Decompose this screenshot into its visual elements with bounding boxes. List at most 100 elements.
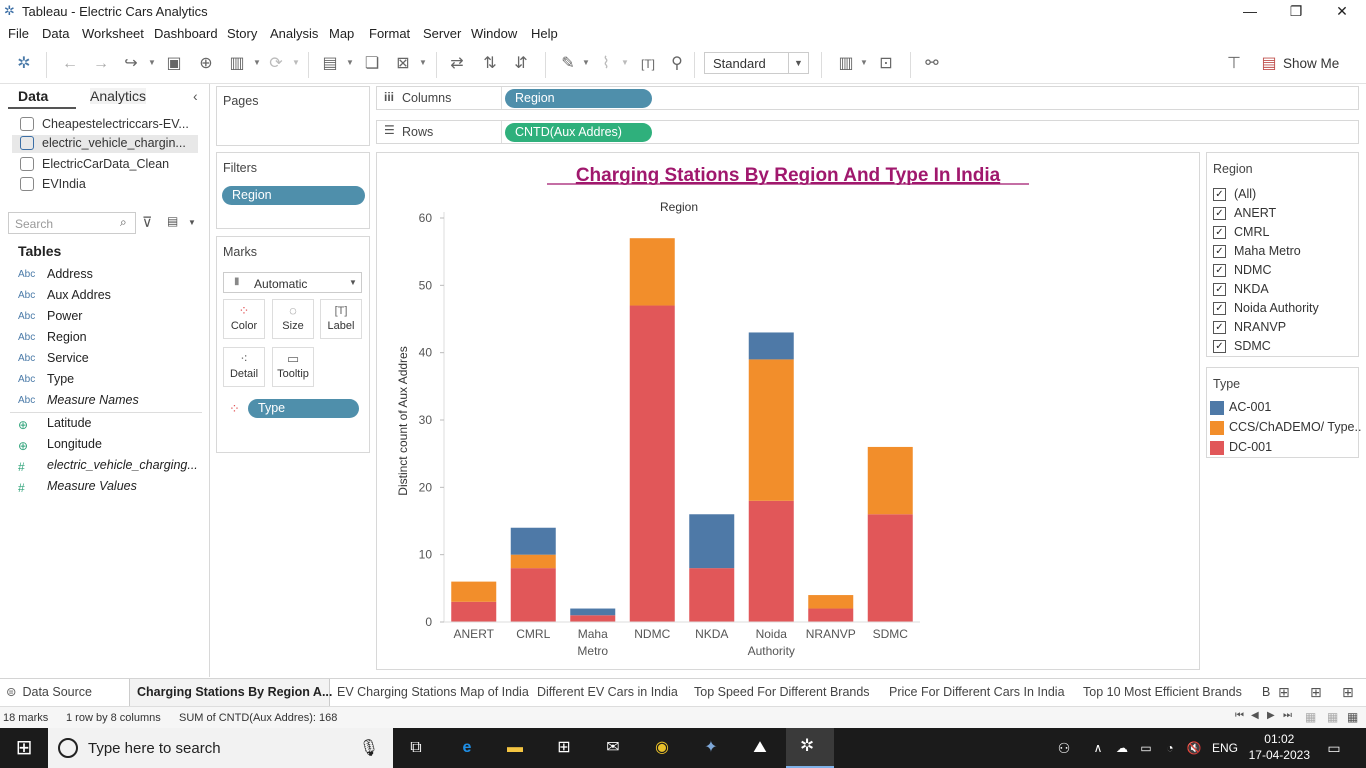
bar-segment[interactable] — [867, 514, 913, 622]
bar-chart[interactable]: Charging Stations By Region And Type In … — [377, 153, 1199, 669]
onedrive-icon[interactable]: ☁ — [1116, 741, 1128, 755]
new-datasource-icon[interactable]: ⊕ — [199, 55, 213, 72]
save-icon[interactable]: ▣ — [166, 55, 182, 72]
tab-data[interactable]: Data — [18, 88, 49, 104]
bar-segment[interactable] — [748, 359, 794, 501]
tab-data-source[interactable]: ⊜ Data Source — [6, 685, 92, 699]
bar-marks[interactable] — [451, 238, 913, 622]
menu-window[interactable]: Window — [471, 26, 518, 41]
group-dropdown-icon[interactable]: ▼ — [621, 58, 629, 67]
tab-ev-charging-map[interactable]: EV Charging Stations Map of India — [337, 685, 529, 699]
restore-button[interactable]: ❐ — [1289, 3, 1303, 19]
tab-charging-stations[interactable]: Charging Stations By Region A... — [129, 679, 332, 707]
chrome-icon[interactable]: ◉ — [655, 739, 669, 756]
tab-top-speed[interactable]: Top Speed For Different Brands — [694, 685, 870, 699]
columns-pill-region[interactable]: Region — [505, 89, 652, 108]
edge-icon[interactable]: e — [462, 739, 472, 756]
battery-icon[interactable]: ▭ — [1140, 741, 1152, 755]
bar-segment[interactable] — [748, 500, 794, 622]
pause-updates-icon[interactable]: ▥ — [229, 55, 245, 72]
system-clock[interactable]: 01:02 17-04-2023 — [1249, 731, 1310, 763]
tableau-home-icon[interactable]: ✲ — [17, 55, 31, 72]
chevron-down-icon[interactable]: ▼ — [349, 278, 357, 287]
checkbox-checked[interactable]: ✓ — [1213, 207, 1226, 220]
task-view-icon[interactable]: ⧉ — [410, 739, 422, 756]
bar-segment[interactable] — [570, 615, 616, 622]
new-worksheet-icon[interactable]: ⊞ — [1278, 684, 1290, 700]
pause-dropdown-icon[interactable]: ▼ — [253, 58, 261, 67]
sort-ascending-icon[interactable]: ⇅ — [483, 55, 497, 72]
checkbox-checked[interactable]: ✓ — [1213, 302, 1226, 315]
highlight-icon[interactable]: ✎ — [561, 55, 575, 72]
menu-data[interactable]: Data — [42, 26, 70, 41]
chevron-down-icon[interactable]: ▼ — [788, 53, 808, 73]
tab-top-10-efficient[interactable]: Top 10 Most Efficient Brands — [1083, 685, 1242, 699]
new-story-icon[interactable]: ⊞ — [1342, 684, 1354, 700]
close-button[interactable]: ✕ — [1336, 3, 1348, 19]
presentation-mode-icon[interactable]: ⊡ — [879, 55, 893, 72]
menu-map[interactable]: Map — [329, 26, 355, 41]
tab-analytics[interactable]: Analytics — [90, 88, 147, 104]
checkbox-checked[interactable]: ✓ — [1213, 226, 1226, 239]
bar-segment[interactable] — [570, 608, 616, 616]
wifi-icon[interactable]: ◔ — [1166, 741, 1174, 755]
checkbox-checked[interactable]: ✓ — [1213, 188, 1226, 201]
minimize-button[interactable]: — — [1243, 3, 1257, 19]
bar-segment[interactable] — [689, 568, 735, 622]
show-mark-labels-icon[interactable]: [T] — [641, 57, 655, 71]
menu-dashboard[interactable]: Dashboard — [154, 26, 218, 41]
first-sheet-icon[interactable]: ⏮ — [1235, 710, 1244, 721]
mark-type-select[interactable]: ▮ Automatic ▼ — [223, 272, 362, 293]
datasource-item[interactable]: Cheapestelectriccars-EV... — [16, 116, 202, 134]
show-sheet-sorter-icon[interactable]: ▦ — [1327, 710, 1339, 724]
bar-segment[interactable] — [689, 514, 735, 569]
clear-sheet-icon[interactable]: ⊠ — [396, 55, 410, 72]
view-list-icon[interactable]: ▤ — [167, 214, 179, 228]
windows-start-icon[interactable]: ⊞ — [15, 737, 33, 759]
menu-format[interactable]: Format — [369, 26, 411, 41]
clear-dropdown-icon[interactable]: ▼ — [419, 58, 427, 67]
highlight-dropdown-icon[interactable]: ▼ — [582, 58, 590, 67]
bar-segment[interactable] — [510, 568, 556, 622]
mail-icon[interactable]: ✉ — [606, 739, 620, 756]
format-painter-icon[interactable]: ⊤ — [1227, 55, 1241, 72]
tab-overflow[interactable]: B — [1262, 685, 1271, 699]
chevron-down-icon[interactable]: ▼ — [188, 218, 196, 227]
checkbox-checked[interactable]: ✓ — [1213, 321, 1226, 334]
menu-analysis[interactable]: Analysis — [270, 26, 319, 41]
tableau-taskbar-item[interactable]: ✲ — [786, 728, 834, 768]
datasource-item[interactable]: EVIndia — [16, 176, 202, 194]
menu-file[interactable]: File — [8, 26, 29, 41]
pages-shelf[interactable]: Pages — [216, 86, 370, 146]
undo-icon[interactable]: ← — [62, 55, 78, 72]
rows-shelf[interactable]: ☰ Rows CNTD(Aux Addres) — [376, 120, 1359, 144]
show-cards-icon[interactable]: ▥ — [838, 55, 854, 72]
show-me-icon[interactable]: ▤ — [1261, 55, 1277, 72]
replay-icon[interactable]: ↪ — [124, 55, 138, 72]
show-me-button[interactable]: Show Me — [1283, 56, 1340, 71]
menu-story[interactable]: Story — [227, 26, 258, 41]
view-canvas[interactable]: Charging Stations By Region And Type In … — [376, 152, 1200, 670]
bar-segment[interactable] — [510, 527, 556, 555]
rows-pill-cntd[interactable]: CNTD(Aux Addres) — [505, 123, 652, 142]
datasource-item[interactable]: ElectricCarData_Clean — [16, 156, 202, 174]
show-cards-dropdown-icon[interactable]: ▼ — [860, 58, 868, 67]
last-sheet-icon[interactable]: ⏭ — [1283, 710, 1292, 721]
menu-worksheet[interactable]: Worksheet — [82, 26, 144, 41]
checkbox-checked[interactable]: ✓ — [1213, 245, 1226, 258]
fix-axes-icon[interactable]: ⚲ — [671, 55, 683, 72]
bar-segment[interactable] — [629, 238, 675, 306]
bar-segment[interactable] — [867, 446, 913, 515]
bar-segment[interactable] — [451, 581, 497, 602]
prev-sheet-icon[interactable]: ◀ — [1251, 710, 1259, 721]
filter-icon[interactable]: ⊽ — [142, 214, 153, 230]
bar-segment[interactable] — [629, 305, 675, 622]
marks-label-button[interactable]: [T] Label — [320, 299, 362, 339]
group-members-icon[interactable]: ⌇ — [602, 55, 610, 72]
new-worksheet-icon[interactable]: ▤ — [322, 55, 338, 72]
field-search-input[interactable]: Search ⌕ — [8, 212, 136, 234]
new-worksheet-dropdown-icon[interactable]: ▼ — [346, 58, 354, 67]
tab-different-ev-cars[interactable]: Different EV Cars in India — [537, 685, 678, 699]
store-icon[interactable]: ⊞ — [557, 739, 571, 756]
next-sheet-icon[interactable]: ▶ — [1267, 710, 1275, 721]
